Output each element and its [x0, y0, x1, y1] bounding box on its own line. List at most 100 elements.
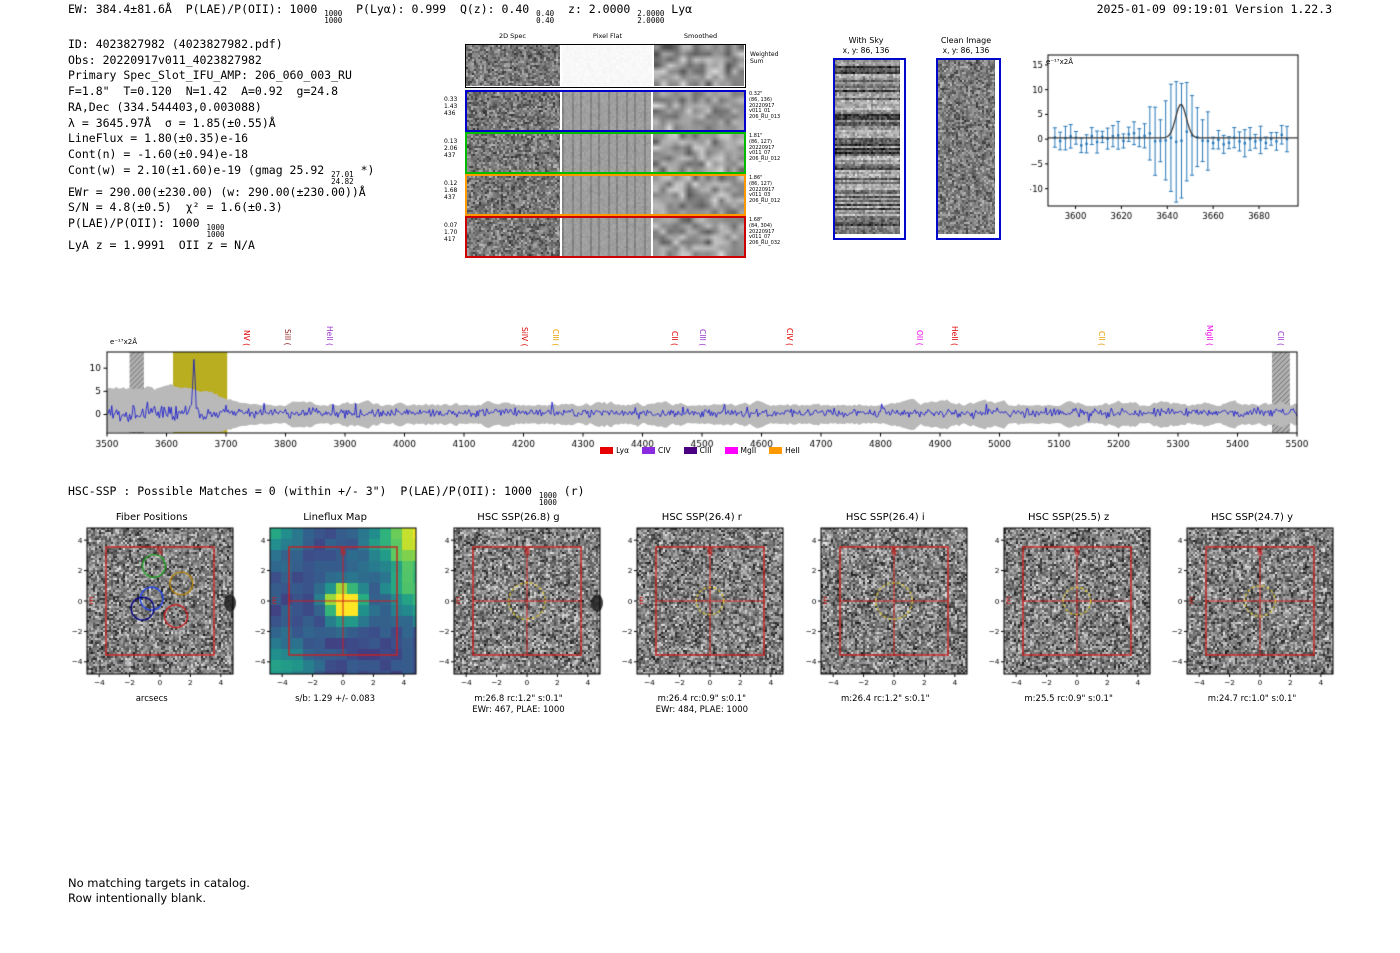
panel-image-lineflux [243, 524, 427, 690]
fiber-row-value: 0.07 [444, 222, 458, 229]
info-line-3: Primary Spec_Slot_IFU_AMP: 206_060_003_R… [68, 68, 374, 84]
fiber-pixelflat-image [562, 176, 651, 214]
fiber-row-value: 417 [444, 236, 456, 244]
cutout-panel-g: HSC SSP(26.8) g m:26.8 rc:1.2" s:0.1" EWr:… [426, 511, 610, 716]
fiber-row-value: 437 [444, 194, 456, 202]
emission-line-label-CIV: CIV ( [785, 328, 795, 346]
text-segment: P(Lyα): 0.999 Q(z): 0.40 [342, 2, 537, 16]
fiber-smoothed-image [653, 92, 744, 130]
fiber-row-value: 0.13 [444, 138, 458, 145]
text-segment: Lyα [664, 2, 693, 16]
fiber-row-value: 0.33 [444, 96, 458, 103]
header-summary-line: EW: 384.4±81.6Å P(LAE)/P(OII): 1000 1000… [68, 2, 692, 24]
cutout-panels-row: Fiber Positions arcsecs Lineflux Map s/b: 1… [60, 511, 1344, 716]
legend-item-MgII: MgII [724, 446, 756, 455]
full-spectrum-plot [85, 338, 1315, 460]
hsc-match-summary-line: HSC-SSP : Possible Matches = 0 (within +… [68, 484, 585, 506]
fiber-row-left-values: 0.07 1.70 417 [444, 222, 464, 244]
cutout-panel-lineflux: Lineflux Map s/b: 1.29 +/- 0.083 [243, 511, 427, 716]
legend-swatch [769, 447, 783, 454]
fiber-smoothed-image [653, 218, 744, 256]
panel-caption: m:26.4 rc:1.2" s:0.1" [841, 694, 930, 704]
panel-image-y [1160, 524, 1344, 690]
fiber-row-annotation-line: (84, 304) [749, 222, 772, 229]
fiber-smoothed-image [653, 134, 744, 172]
fiber-row-annotation-line: (86, 127) [749, 180, 772, 187]
fiber-row-annotation-line: 206_RU_032 [749, 240, 781, 247]
legend-swatch [642, 447, 656, 454]
cleanimage-image [938, 60, 995, 234]
fiber-row-left-values: 0.13 2.06 437 [444, 138, 464, 160]
legend-item-Lyα: Lyα [600, 446, 629, 455]
spec2d-weighted-strip [465, 44, 746, 88]
stacked-fraction: 1000 1000 [324, 9, 343, 25]
info-line-9: Cont(w) = 2.10(±1.60)e-19 (gmag 25.92 27… [68, 163, 374, 185]
stacked-fraction: 27.01 24.82 [331, 169, 354, 186]
info-line-13: LyA z = 1.9991 OII z = N/A [68, 238, 374, 254]
spec2d-col-header-pixelflat: Pixel Flat [592, 32, 623, 40]
info-line-6: λ = 3645.97Å σ = 1.85(±0.55)Å [68, 116, 374, 132]
text-segment: λ = 3645.97Å σ = 1.85(±0.55)Å [68, 115, 276, 130]
legend-label: Lyα [616, 446, 630, 455]
cutout-panel-i: HSC SSP(26.4) i m:26.4 rc:1.2" s:0.1" [793, 511, 977, 716]
legend-swatch [683, 447, 697, 454]
zoom-flux-units-label: e⁻¹⁷x2Å [1046, 58, 1073, 66]
fiber-row-annotation-line: 206_RU_013 [749, 114, 781, 121]
fiber-row-annotation: 1.81" (86, 127) 20220917 v011_07 206_RU_012 [749, 133, 795, 163]
legend-label: CIV [658, 446, 671, 455]
panel-image-i [793, 524, 977, 690]
fiber-row-value: 0.12 [444, 180, 458, 187]
stacked-fraction: 0.40 0.40 [536, 9, 555, 25]
panel-title: HSC SSP(24.7) y [1211, 512, 1293, 523]
emission-line-label-OII: OII ( [915, 330, 925, 346]
stacked-fraction: 1000 1000 [538, 491, 557, 507]
panel-title: HSC SSP(26.4) r [661, 512, 742, 523]
info-line-5: RA,Dec (334.544403,0.003088) [68, 100, 374, 116]
emission-line-label-CIII: CIII ( [698, 328, 708, 346]
panel-caption: m:24.7 rc:1.0" s:0.1" [1207, 694, 1297, 704]
fiber-row-strip [465, 90, 746, 132]
spectrum-legend: Lyα CIV CIII MgII HeII [480, 446, 920, 455]
header-timestamp: 2025-01-09 09:19:01 Version 1.22.3 [1096, 2, 1332, 16]
text-segment: EWr = 290.00(±230.00) (w: 290.00(±230.00… [68, 184, 366, 199]
panel-caption: m:25.5 rc:0.9" s:0.1" [1024, 694, 1113, 704]
fiber-row-left-values: 0.33 1.43 436 [444, 96, 464, 118]
text-segment: HSC-SSP : Possible Matches = 0 (within +… [68, 484, 539, 498]
emission-line-label-CII: CII ( [1275, 331, 1285, 346]
weighted-label-line2: Sum [750, 57, 764, 65]
panel-image-g [426, 524, 610, 690]
emission-line-label-CII: CII ( [670, 331, 680, 346]
text-segment: *) [353, 162, 375, 177]
emission-line-label-SiIV: SiIV ( [520, 326, 530, 347]
text-segment: Cont(n) = -1.60(±0.94)e-18 [68, 146, 249, 161]
panel-image-z [976, 524, 1160, 690]
panel-caption: EWr: 484, PLAE: 1000 [655, 705, 749, 715]
emission-line-label-NV: NV ( [241, 329, 251, 346]
info-line-7: LineFlux = 1.80(±0.35)e-16 [68, 131, 374, 147]
text-segment: LineFlux = 1.80(±0.35)e-16 [68, 131, 249, 146]
fiber-pixelflat-image [562, 92, 651, 130]
text-segment: RA,Dec (334.544403,0.003088) [68, 99, 262, 114]
withsky-xy-label: x, y: 86, 136 [842, 46, 890, 55]
cutout-panel-z: HSC SSP(25.5) z m:25.5 rc:0.9" s:0.1" [976, 511, 1160, 716]
fiber-row-annotation-line: (86, 127) [749, 138, 772, 145]
fiber-2dspec-image [467, 92, 560, 130]
fiber-row-annotation-line: 20220917 [749, 186, 775, 193]
weighted-label-line1: Weighted [750, 51, 779, 58]
fiber-row-value: 1.70 [444, 229, 458, 237]
text-segment: Cont(w) = 2.10(±1.60)e-19 (gmag 25.92 [68, 162, 332, 177]
emission-line-label-MgII: MgII ( [1205, 325, 1215, 346]
cutout-panel-y: HSC SSP(24.7) y m:24.7 rc:1.0" s:0.1" [1160, 511, 1344, 716]
cutout-panel-r: HSC SSP(26.4) r m:26.4 rc:0.9" s:0.1" EWr:… [610, 511, 794, 716]
text-segment: (r) [556, 484, 585, 498]
cutout-panel-fiber: Fiber Positions arcsecs [60, 511, 243, 716]
fiber-row-annotation-line: 20220917 [749, 102, 775, 109]
legend-swatch [724, 447, 738, 454]
text-segment: LyA z = 1.9991 OII z = N/A [68, 238, 255, 253]
info-line-12: P(LAE)/P(OII): 1000 1000 1000 [68, 216, 374, 238]
footer-no-match-line: No matching targets in catalog. [68, 876, 250, 890]
legend-label: HeII [785, 446, 800, 455]
fiber-row-annotation-line: 1.81" [749, 133, 763, 139]
weighted-smoothed-image [654, 45, 744, 86]
